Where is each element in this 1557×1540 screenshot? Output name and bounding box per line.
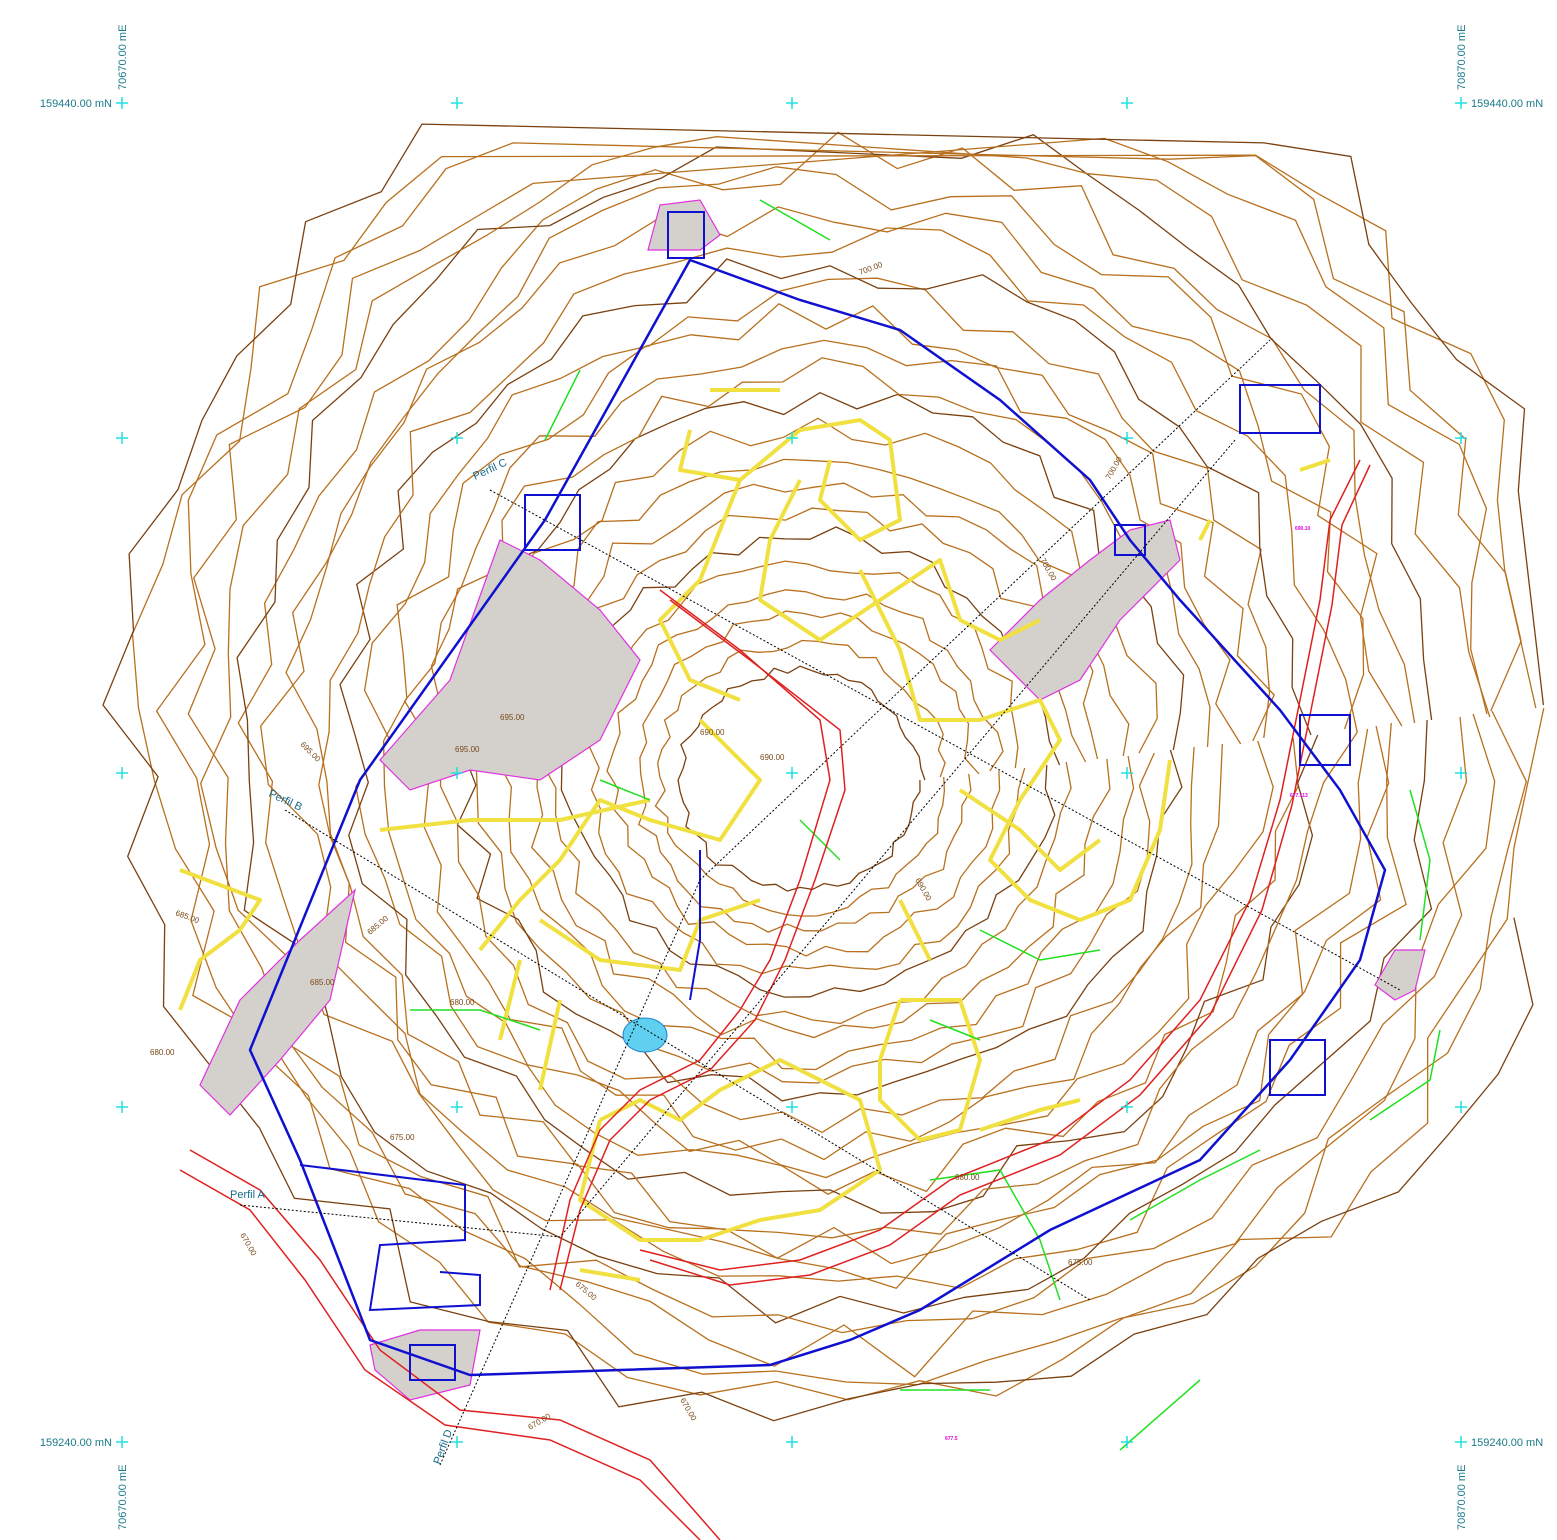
- coord-label: 70870.00 mE: [1456, 25, 1468, 90]
- contour: [677, 665, 926, 892]
- contour: [587, 560, 1026, 975]
- grid-cross: [1455, 767, 1467, 779]
- grid-cross: [1455, 432, 1467, 444]
- contour-label: 685.00: [174, 908, 201, 925]
- contour-label: 670.00: [678, 1397, 698, 1423]
- contour-label: 695.00: [299, 740, 323, 764]
- grid-cross: [451, 432, 463, 444]
- grid-cross: [786, 97, 798, 109]
- contour-label: 680.00: [955, 1173, 980, 1182]
- contour-label: 700.00: [1104, 455, 1124, 481]
- slope: [369, 1329, 481, 1401]
- grid-cross: [451, 1436, 463, 1448]
- grid-cross: [451, 97, 463, 109]
- coord-label: 70670.00 mE: [117, 25, 129, 90]
- contour: [260, 166, 1403, 1290]
- grid-cross: [116, 767, 128, 779]
- contour: [540, 507, 1087, 1025]
- slope: [989, 519, 1181, 701]
- profile-label: Perfil A: [230, 1189, 266, 1201]
- spot-height: 677.113: [1290, 793, 1308, 799]
- slope: [379, 539, 641, 791]
- slope: [1374, 949, 1426, 1001]
- grid-cross: [451, 767, 463, 779]
- site-boundary: [248, 258, 1387, 1377]
- contour-label: 700.00: [1038, 557, 1058, 583]
- contour: [200, 136, 1491, 1334]
- contour: [382, 303, 1275, 1179]
- profile-label: Perfil C: [471, 457, 509, 483]
- contour: [237, 131, 1416, 1289]
- profile-label: Perfil D: [432, 1428, 456, 1466]
- contour: [606, 589, 1004, 957]
- profile-lines: [239, 339, 1401, 1466]
- grid-cross: [1121, 97, 1133, 109]
- contour-label: 690.00: [760, 753, 785, 762]
- contour-label: 690.00: [913, 877, 933, 903]
- contour: [131, 154, 1545, 1401]
- coord-label: 70870.00 mE: [1456, 1465, 1468, 1530]
- contour: [654, 639, 946, 917]
- grid-cross: [116, 1436, 128, 1448]
- slope: [199, 888, 357, 1116]
- contour-label: 685.00: [366, 914, 391, 937]
- coord-label: 159440.00 mN: [1471, 98, 1543, 110]
- grid-cross: [116, 432, 128, 444]
- green-lines: [410, 199, 1441, 1451]
- coord-label: 159240.00 mN: [40, 1437, 112, 1449]
- contour: [637, 610, 980, 933]
- contour: [494, 458, 1135, 1071]
- grid-cross: [1121, 1101, 1133, 1113]
- roads: [179, 459, 1371, 1540]
- slope-areas: [199, 199, 1426, 1401]
- grid-cross: [1455, 1436, 1467, 1448]
- grid-cross: [1121, 432, 1133, 444]
- grid-cross: [451, 1101, 463, 1113]
- structures: [299, 211, 1351, 1381]
- grid-cross: [786, 1436, 798, 1448]
- grid-crosses: [116, 97, 1467, 1448]
- contour-label: 690.00: [700, 728, 725, 737]
- spot-height: 690.10: [1295, 526, 1311, 532]
- contour-label: 675.00: [390, 1133, 415, 1142]
- coord-label: 159240.00 mN: [1471, 1437, 1543, 1449]
- coord-label: 159440.00 mN: [40, 98, 112, 110]
- grid-cross: [786, 432, 798, 444]
- grid-cross: [786, 1101, 798, 1113]
- contour: [318, 227, 1358, 1239]
- grid-cross: [1455, 97, 1467, 109]
- contour-label: 670.00: [238, 1232, 258, 1258]
- slope: [647, 199, 721, 251]
- contour: [236, 133, 1433, 1324]
- spot-height: 677.5: [945, 1436, 958, 1442]
- contour-label: 680.00: [150, 1048, 175, 1057]
- contour-label: 675.00: [1068, 1258, 1093, 1267]
- grid-cross: [1121, 767, 1133, 779]
- tracks: [178, 388, 1331, 1282]
- contour-label: 685.00: [310, 978, 335, 987]
- pond: [622, 1017, 668, 1053]
- contour-label: 675.00: [574, 1280, 599, 1303]
- grid-cross: [1455, 1101, 1467, 1113]
- contour-label: 695.00: [500, 713, 525, 722]
- grid-cross: [786, 767, 798, 779]
- coord-label: 70670.00 mE: [117, 1465, 129, 1530]
- grid-cross: [116, 1101, 128, 1113]
- contour: [285, 206, 1369, 1265]
- contour-label: 670.00: [527, 1411, 553, 1431]
- grid-cross: [1121, 1436, 1133, 1448]
- grid-cross: [116, 97, 128, 109]
- contour-label: 695.00: [455, 745, 480, 754]
- contour: [187, 137, 1496, 1378]
- contour-label: 680.00: [450, 998, 475, 1007]
- contour: [339, 258, 1319, 1214]
- contour-label: 700.00: [858, 260, 885, 277]
